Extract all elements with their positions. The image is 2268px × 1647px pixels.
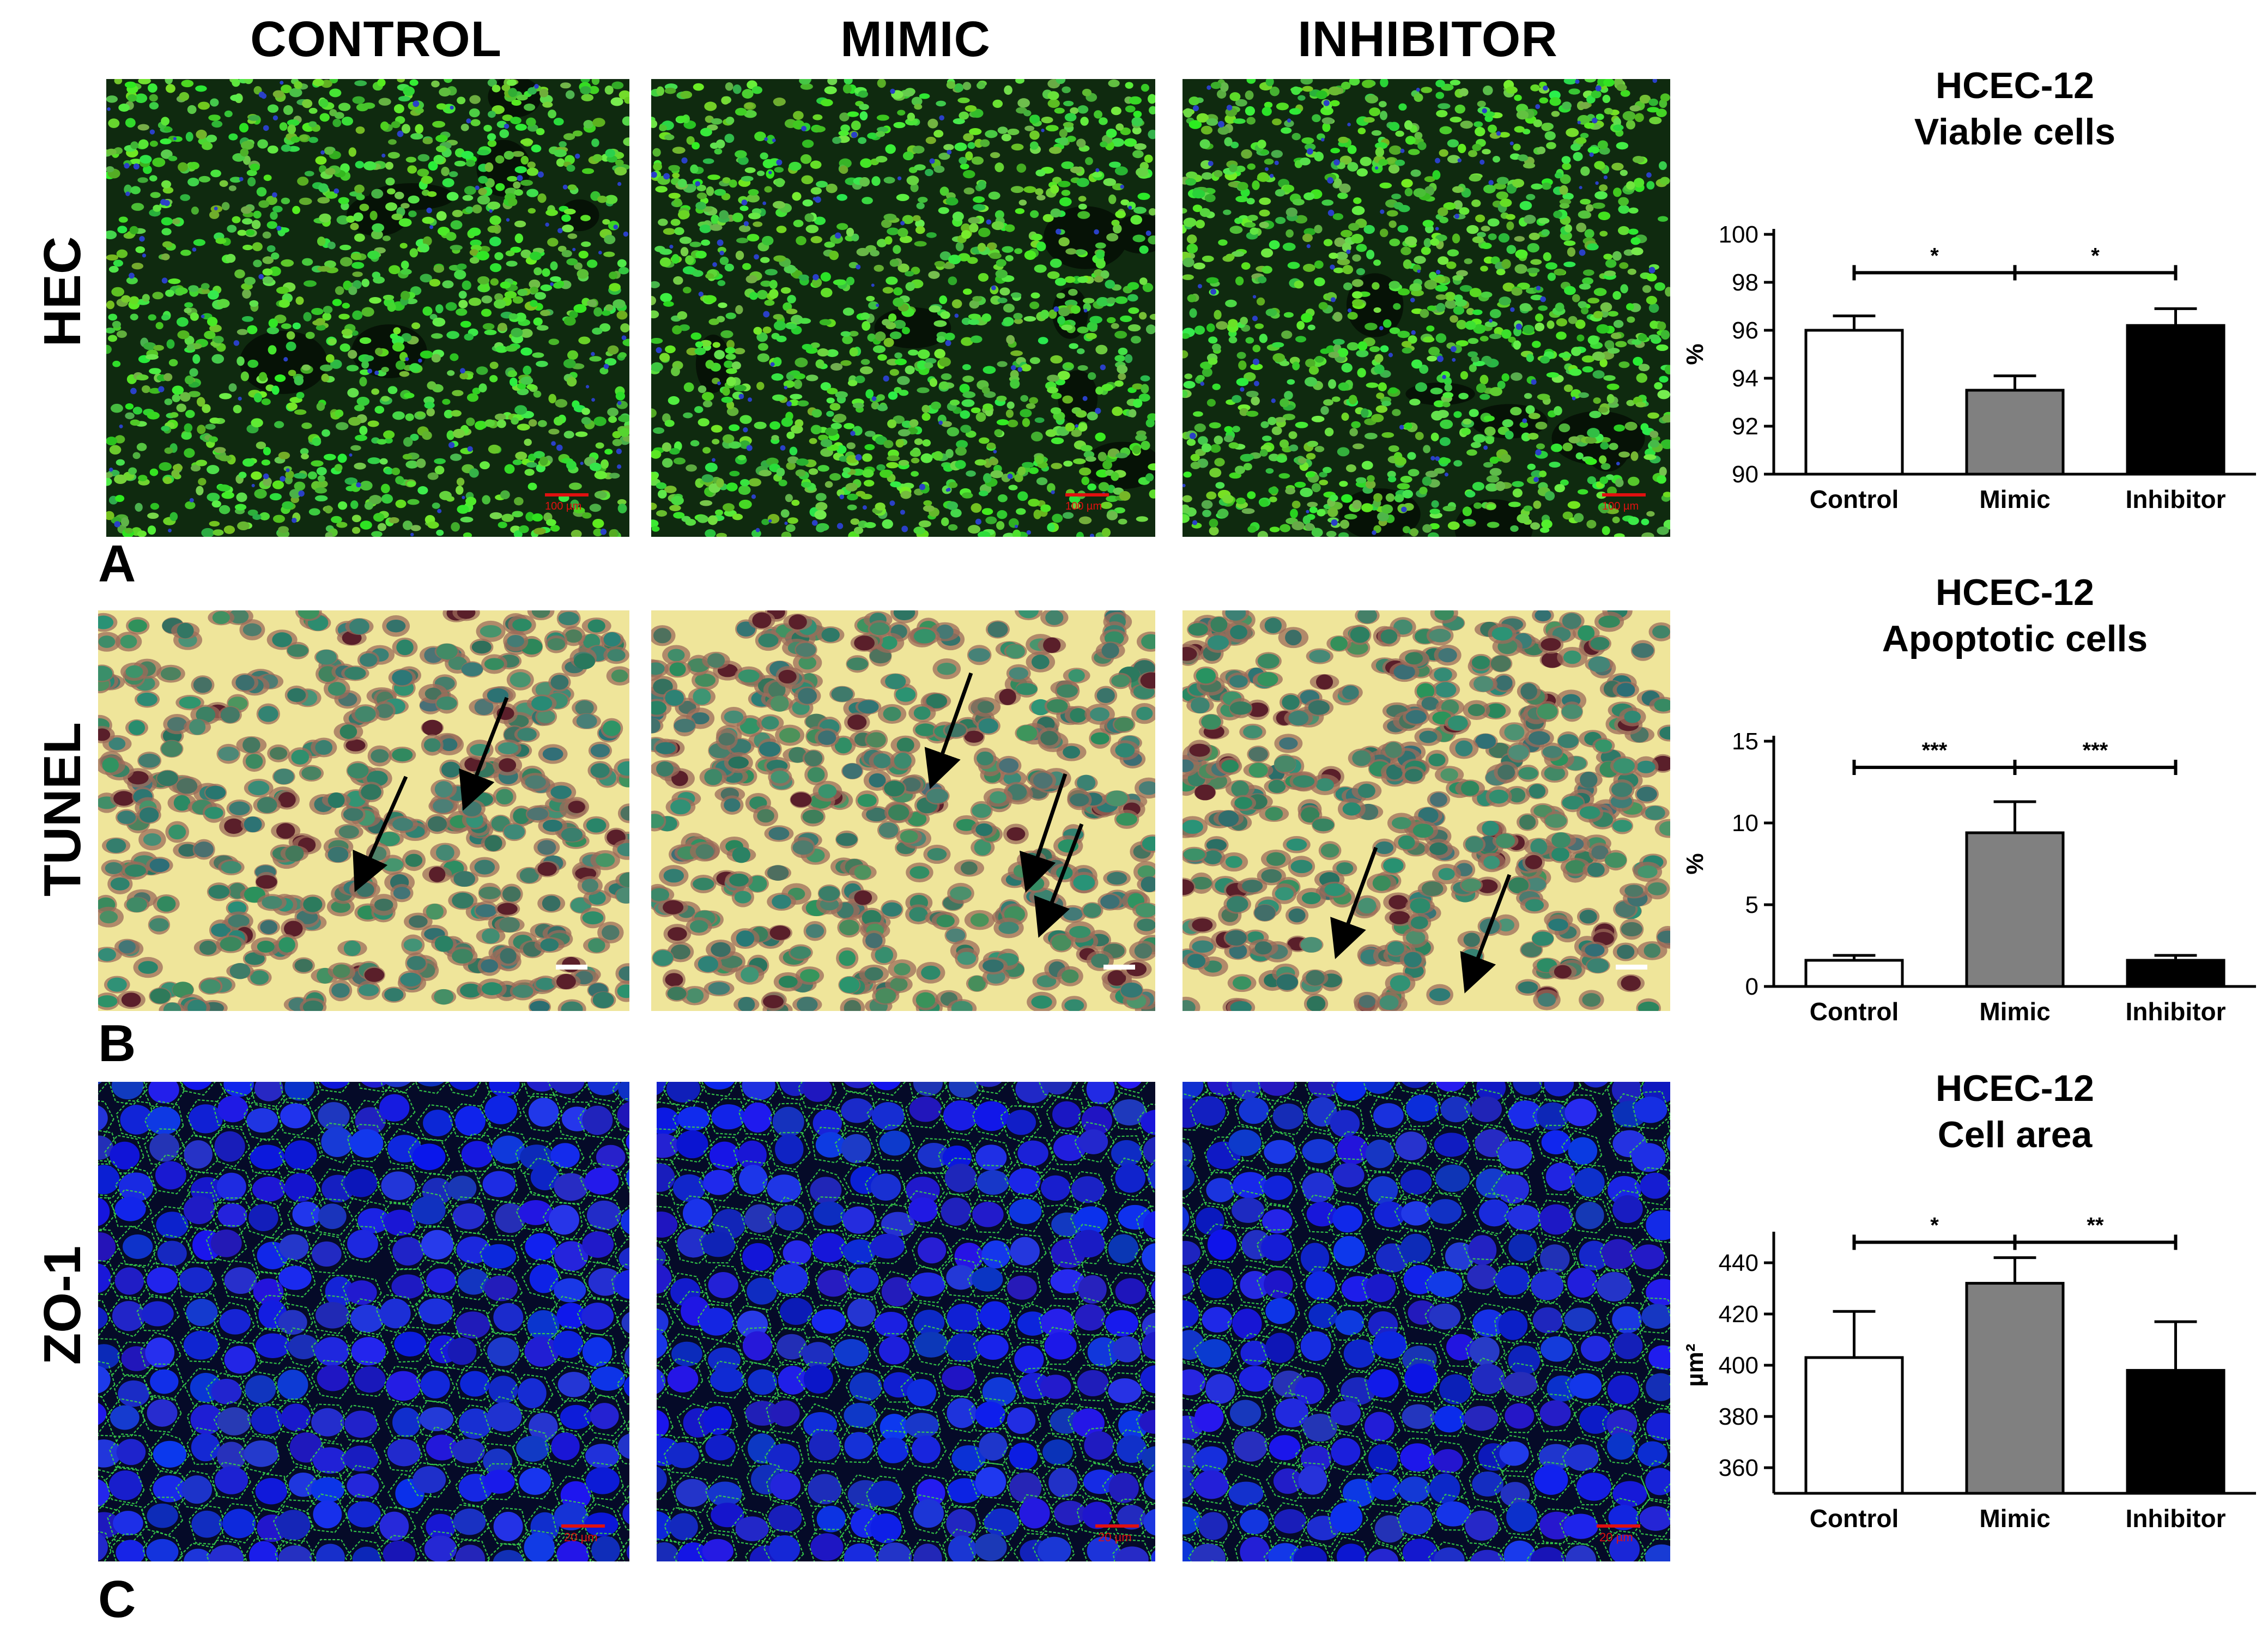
chart-cell-area: HCEC-12 Cell area µm² 360 380 400 420 440 Contro…	[1678, 1063, 2267, 1553]
significance-bracket	[2013, 265, 2178, 281]
scale-bar-zo1-control	[561, 1524, 605, 1528]
x-tick-label: Mimic	[1979, 485, 2050, 513]
scale-bar-hec-control	[545, 493, 589, 496]
scale-bar-hec-mimic	[1065, 493, 1109, 496]
y-tick-label: 0	[1745, 973, 1758, 1000]
x-tick-label: Control	[1810, 997, 1899, 1026]
chart-subtitle: Viable cells	[1914, 111, 2115, 153]
significance-label: *	[1930, 244, 1939, 268]
micrograph-tunel-control	[98, 610, 629, 1011]
x-tick-label: Inhibitor	[2126, 1504, 2226, 1533]
y-tick-label: 380	[1719, 1403, 1758, 1430]
x-tick-label: Inhibitor	[2126, 485, 2226, 513]
scale-label-zo1-inhibitor: 20 µm	[1599, 1530, 1633, 1544]
chart-title: HCEC-12	[1936, 1068, 2094, 1109]
bar-inhibitor	[2126, 1369, 2225, 1495]
scale-label-hec-control: 100 µm	[545, 500, 582, 512]
micrograph-zo1-inhibitor	[1182, 1082, 1670, 1561]
y-tick-label: 10	[1732, 810, 1758, 837]
x-tick-label: Inhibitor	[2126, 997, 2226, 1026]
scale-bar-tunel-inhibitor	[1616, 965, 1647, 970]
scale-bar-zo1-inhibitor	[1597, 1524, 1640, 1528]
micrograph-tunel-mimic	[651, 610, 1155, 1011]
significance-bracket	[2013, 760, 2178, 775]
bar-inhibitor	[2126, 959, 2225, 988]
y-tick-label: 400	[1719, 1352, 1758, 1379]
chart-title: HCEC-12	[1936, 65, 2094, 106]
y-tick-label: 90	[1732, 461, 1758, 488]
y-tick-label: 15	[1732, 728, 1758, 755]
panel-letter-c: C	[98, 1570, 136, 1628]
y-tick-label: 420	[1719, 1301, 1758, 1328]
micrograph-zo1-mimic	[657, 1082, 1155, 1561]
significance-label: *	[2091, 244, 2100, 268]
column-header-control: CONTROL	[250, 11, 502, 67]
panel-letter-a: A	[98, 535, 136, 593]
scale-label-hec-inhibitor: 100 µm	[1602, 500, 1639, 512]
column-header-mimic: MIMIC	[840, 11, 991, 67]
y-tick-label: 100	[1719, 221, 1758, 248]
bar-control	[1804, 1356, 1904, 1495]
chart-subtitle: Apoptotic cells	[1882, 618, 2148, 659]
significance-label: ***	[2083, 738, 2108, 762]
micrograph-zo1-control	[98, 1082, 629, 1561]
row-label-zo1: ZO-1	[33, 1245, 92, 1365]
micrograph-hec-mimic	[651, 79, 1155, 537]
y-tick-label: 5	[1745, 892, 1758, 918]
y-tick-label: 98	[1732, 269, 1758, 296]
x-tick-label: Control	[1810, 1504, 1899, 1533]
bar-inhibitor	[2126, 324, 2225, 476]
scale-label-hec-mimic: 100 µm	[1065, 500, 1102, 512]
row-label-hec: HEC	[33, 236, 92, 347]
significance-label: **	[2087, 1213, 2104, 1237]
scale-bar-tunel-mimic	[1103, 965, 1135, 970]
y-axis-label: %	[1682, 853, 1708, 874]
chart-viable-cells: HCEC-12 Viable cells% 90 92 94 96 98 100 Control…	[1678, 60, 2267, 534]
bar-mimic	[1965, 1282, 2065, 1495]
panel-letter-b: B	[98, 1014, 136, 1073]
bar-control	[1804, 959, 1904, 988]
y-axis-label: µm²	[1682, 1343, 1708, 1386]
chart-subtitle: Cell area	[1938, 1114, 2093, 1155]
x-tick-label: Control	[1810, 485, 1899, 513]
scale-label-zo1-mimic: 20 µm	[1098, 1530, 1132, 1544]
significance-label: *	[1930, 1213, 1939, 1237]
scale-bar-zo1-mimic	[1095, 1524, 1139, 1528]
y-tick-label: 92	[1732, 413, 1758, 440]
chart-title: HCEC-12	[1936, 572, 2094, 613]
y-tick-label: 96	[1732, 317, 1758, 344]
micrograph-hec-control	[106, 79, 629, 537]
scale-bar-tunel-control	[556, 965, 587, 970]
significance-label: ***	[1922, 738, 1948, 762]
x-tick-label: Mimic	[1979, 997, 2050, 1026]
y-tick-label: 94	[1732, 365, 1758, 392]
scale-bar-hec-inhibitor	[1602, 493, 1646, 496]
row-label-tunel: TUNEL	[33, 722, 92, 897]
column-header-inhibitor: INHIBITOR	[1297, 11, 1558, 67]
chart-apoptotic-cells: HCEC-12 Apoptotic cells% 0 5 10 15 Control Mimi…	[1678, 567, 2267, 1046]
bar-mimic	[1965, 389, 2065, 476]
scale-label-zo1-control: 20 µm	[564, 1530, 598, 1544]
micrograph-tunel-inhibitor	[1182, 610, 1670, 1011]
x-tick-label: Mimic	[1979, 1504, 2050, 1533]
significance-bracket	[2013, 1234, 2178, 1250]
bar-mimic	[1965, 831, 2065, 988]
micrograph-hec-inhibitor	[1182, 79, 1670, 537]
y-axis-label: %	[1682, 343, 1708, 365]
y-tick-label: 360	[1719, 1455, 1758, 1481]
y-tick-label: 440	[1719, 1250, 1758, 1276]
bar-control	[1804, 329, 1904, 476]
